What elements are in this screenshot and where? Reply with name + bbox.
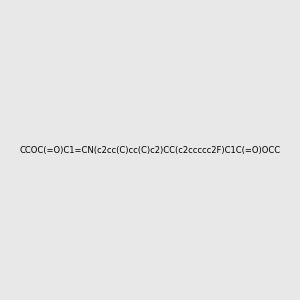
Text: CCOC(=O)C1=CN(c2cc(C)cc(C)c2)CC(c2ccccc2F)C1C(=O)OCC: CCOC(=O)C1=CN(c2cc(C)cc(C)c2)CC(c2ccccc2… (20, 146, 281, 154)
